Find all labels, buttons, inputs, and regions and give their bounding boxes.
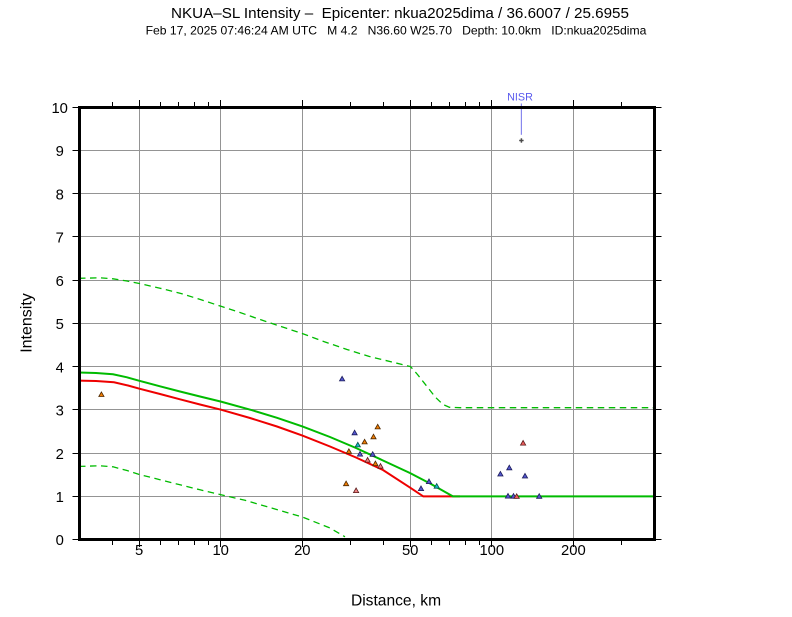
svg-text:50: 50 [402,543,418,559]
svg-text:0: 0 [56,533,64,549]
svg-text:4: 4 [56,360,64,376]
svg-text:NKUA–SL Intensity – Epicenter: NKUA–SL Intensity – Epicenter: nkua2025d… [171,5,629,22]
svg-text:200: 200 [561,543,586,559]
svg-text:10: 10 [51,101,67,117]
svg-text:5: 5 [135,543,143,559]
svg-text:7: 7 [56,231,64,247]
svg-text:3: 3 [56,404,64,420]
svg-text:6: 6 [56,274,64,290]
svg-text:9: 9 [56,144,64,160]
svg-text:10: 10 [212,543,228,559]
svg-text:100: 100 [479,543,504,559]
svg-text:NISR: NISR [507,91,533,103]
svg-text:2: 2 [56,447,64,463]
svg-text:Distance, km: Distance, km [351,593,441,610]
svg-text:Intensity: Intensity [19,293,36,353]
svg-text:5: 5 [56,317,64,333]
svg-text:1: 1 [56,490,64,506]
svg-text:Feb 17, 2025 07:46:24 AM UTC: Feb 17, 2025 07:46:24 AM UTC M 4.2 N36.6… [146,24,647,38]
svg-text:20: 20 [294,543,310,559]
svg-text:8: 8 [56,187,64,203]
